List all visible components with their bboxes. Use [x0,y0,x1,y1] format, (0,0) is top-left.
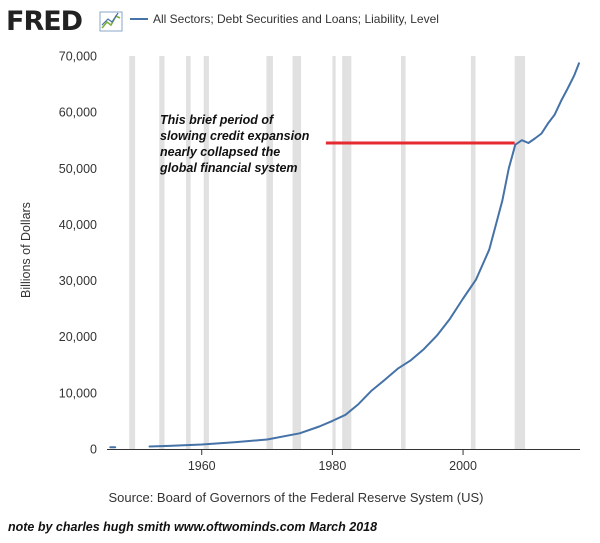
annotation-line-1: slowing credit expansion [160,129,310,143]
annotation-line-0: This brief period of [160,113,275,127]
y-ticks: 0 10,000 20,000 30,000 40,000 50,000 60,000 70,… [59,50,97,457]
recession-band-3 [203,56,209,449]
x-ticks: 1960 1980 2000 [188,449,477,473]
y-tick-label-4: 40,000 [59,218,97,232]
fred-logo-graph-icon [99,11,123,32]
annotation-text: This brief period of slowing credit expan… [159,113,310,175]
source-text: Source: Board of Governors of the Federa… [109,490,484,505]
y-tick-label-0: 0 [90,443,97,457]
y-tick-label-3: 30,000 [59,274,97,288]
y-axis-title: Billions of Dollars [19,202,33,298]
y-tick-label-7: 70,000 [59,50,97,64]
y-tick-label-2: 20,000 [59,330,97,344]
legend-label: All Sectors; Debt Securities and Loans; … [153,12,439,26]
recession-band-9 [470,56,476,449]
recession-band-7 [342,56,352,449]
credit-note: note by charles hugh smith www.oftwomind… [8,520,377,534]
y-tick-label-5: 50,000 [59,162,97,176]
legend: All Sectors; Debt Securities and Loans; … [130,12,439,26]
recession-band-5 [292,56,302,449]
x-tick-label-0: 1960 [188,459,216,473]
recession-band-1 [159,56,165,449]
series-lines [109,62,580,449]
y-tick-label-6: 60,000 [59,106,97,120]
recession-band-4 [266,56,273,449]
fred-logo: FRED [6,6,123,37]
recession-band-0 [129,56,136,449]
fred-logo-text: FRED [6,6,82,37]
annotation-line-2: nearly collapsed the [160,145,280,159]
y-tick-label-1: 10,000 [59,386,97,400]
recession-band-2 [186,56,191,449]
recession-band-10 [514,56,526,449]
series-line-segment-0-1 [148,62,580,448]
recession-band-6 [332,56,336,449]
x-tick-label-2: 2000 [449,459,477,473]
x-tick-label-1: 1980 [318,459,346,473]
plot-area: 1960 1980 2000 0 10,000 20,000 30,000 40,000 50… [59,50,580,473]
annotation-line-3: global financial system [159,161,298,175]
recession-bands [129,56,526,449]
recession-band-8 [400,56,406,449]
